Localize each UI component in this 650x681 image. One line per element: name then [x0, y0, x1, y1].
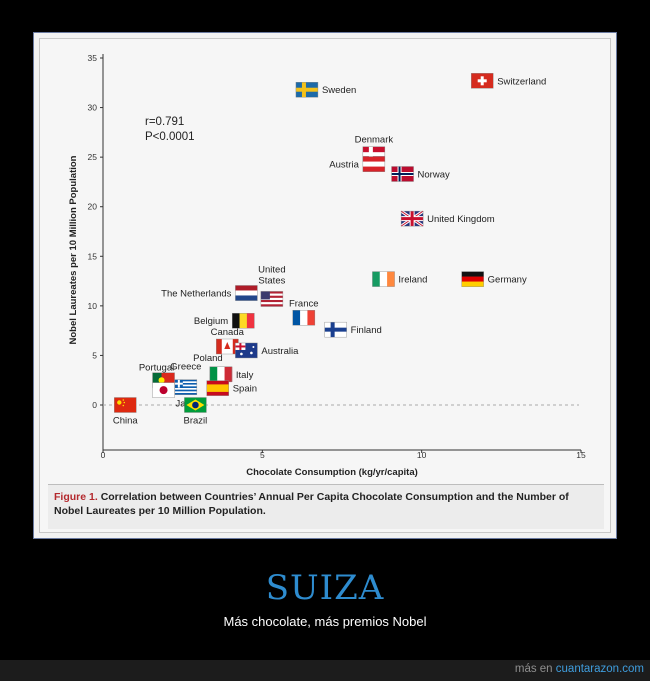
footer-text: más en cuantarazon.com	[515, 663, 644, 675]
point-label-spain: Spain	[233, 384, 257, 395]
scatter-chart: 0 5 10 15 20 25 30 35 0 5 10 15 Chocolate Consumptio…	[68, 53, 586, 478]
data-point-italy: Italy	[209, 366, 254, 382]
flag-icon-austria	[362, 156, 386, 172]
data-point-brazil: Brazil	[184, 397, 208, 427]
point-label-switzerland: Switzerland	[497, 76, 546, 87]
flag-icon-china	[114, 397, 137, 413]
point-label-greece: Greece	[170, 362, 201, 373]
flag-icon-germany	[461, 271, 484, 287]
flag-icon-switzerland	[471, 73, 494, 89]
point-label-united-states: United	[258, 264, 285, 275]
point-label-ireland: Ireland	[398, 275, 427, 286]
flag-icon-ireland	[372, 271, 395, 287]
data-point-norway: Norway	[391, 166, 450, 182]
point-label-france: France	[289, 298, 319, 309]
data-point-finland: Finland	[324, 321, 382, 338]
y-tick-label: 35	[88, 53, 98, 63]
y-axis-label: Nobel Laureates per 10 Million Populatio…	[68, 155, 79, 344]
x-axis-label: Chocolate Consumption (kg/yr/capita)	[246, 467, 418, 478]
flag-icon-belgium	[232, 313, 255, 329]
flag-icon-the-netherlands	[235, 285, 258, 301]
stat-annotation: P<0.0001	[145, 131, 195, 143]
y-tick-label: 0	[92, 400, 97, 410]
data-point-sweden: Sweden	[295, 82, 356, 98]
point-label-brazil: Brazil	[184, 416, 208, 427]
data-point-greece: Greece	[170, 362, 201, 395]
point-label-belgium: Belgium	[194, 316, 228, 327]
point-label-italy: Italy	[236, 370, 254, 381]
x-tick-label: 10	[417, 450, 427, 460]
flag-icon-united-states	[260, 291, 284, 307]
flag-icon-japan	[152, 382, 175, 398]
point-label-norway: Norway	[418, 169, 450, 180]
data-point-ireland: Ireland	[372, 271, 427, 287]
flag-icon-greece	[174, 379, 198, 395]
caption-text: Figure 1. Correlation between Countries’…	[54, 490, 594, 518]
y-tick-label: 15	[88, 251, 98, 261]
y-tick-label: 5	[92, 350, 97, 360]
data-point-spain: Spain	[206, 380, 257, 396]
point-label-finland: Finland	[351, 325, 382, 336]
footer-prefix: más en	[514, 663, 556, 675]
y-tick-label: 10	[88, 301, 98, 311]
stat-annotation: r=0.791	[145, 116, 184, 128]
point-label-germany: Germany	[488, 275, 527, 286]
x-tick-label: 5	[260, 450, 265, 460]
point-label-austria: Austria	[329, 160, 359, 171]
point-label-canada: Canada	[211, 327, 245, 338]
flag-icon-australia	[235, 342, 258, 359]
y-tick-label: 20	[88, 202, 98, 212]
flag-icon-france	[292, 310, 316, 326]
data-point-germany: Germany	[461, 271, 527, 287]
x-tick-label: 15	[576, 450, 586, 460]
flag-icon-norway	[391, 166, 414, 182]
data-point-china: China	[113, 397, 139, 427]
flag-icon-united-kingdom	[400, 209, 424, 228]
point-label-portugal: Portugal	[139, 363, 174, 374]
data-point-austria: Austria	[329, 156, 386, 172]
data-point-united-kingdom: United Kingdom	[400, 209, 495, 228]
data-point-switzerland: Switzerland	[471, 73, 546, 89]
point-label-australia: Australia	[261, 346, 299, 357]
point-label-sweden: Sweden	[322, 85, 356, 96]
point-label-the-netherlands: The Netherlands	[161, 288, 231, 299]
data-point-belgium: Belgium	[194, 313, 255, 329]
caption-label: Figure 1.	[54, 491, 98, 503]
point-label-denmark: Denmark	[355, 135, 394, 146]
footer-bar: más en cuantarazon.com	[0, 660, 650, 681]
data-point-the-netherlands: The Netherlands	[161, 285, 258, 301]
site-link[interactable]: cuantarazon.com	[555, 663, 644, 675]
data-point-france: France	[289, 298, 319, 326]
point-label-united-states: States	[258, 275, 285, 286]
point-label-china: China	[113, 416, 139, 427]
y-tick-label: 25	[88, 152, 98, 162]
figure-caption: Figure 1. Correlation between Countries’…	[48, 484, 604, 529]
flag-icon-sweden	[295, 82, 319, 98]
flag-icon-italy	[209, 366, 233, 382]
data-point-australia: Australia	[235, 342, 299, 359]
subtitle-text: Más chocolate, más premios Nobel	[223, 614, 427, 629]
x-tick-label: 0	[101, 450, 106, 460]
flag-icon-spain	[206, 380, 229, 396]
y-tick-label: 30	[88, 103, 98, 113]
flag-icon-brazil	[184, 397, 207, 413]
flag-icon-finland	[324, 321, 347, 338]
caption-body: Correlation between Countries’ Annual Pe…	[54, 491, 569, 517]
headline: SUIZA	[265, 568, 385, 608]
point-label-united-kingdom: United Kingdom	[427, 214, 495, 225]
point-label-poland: Poland	[193, 353, 223, 364]
